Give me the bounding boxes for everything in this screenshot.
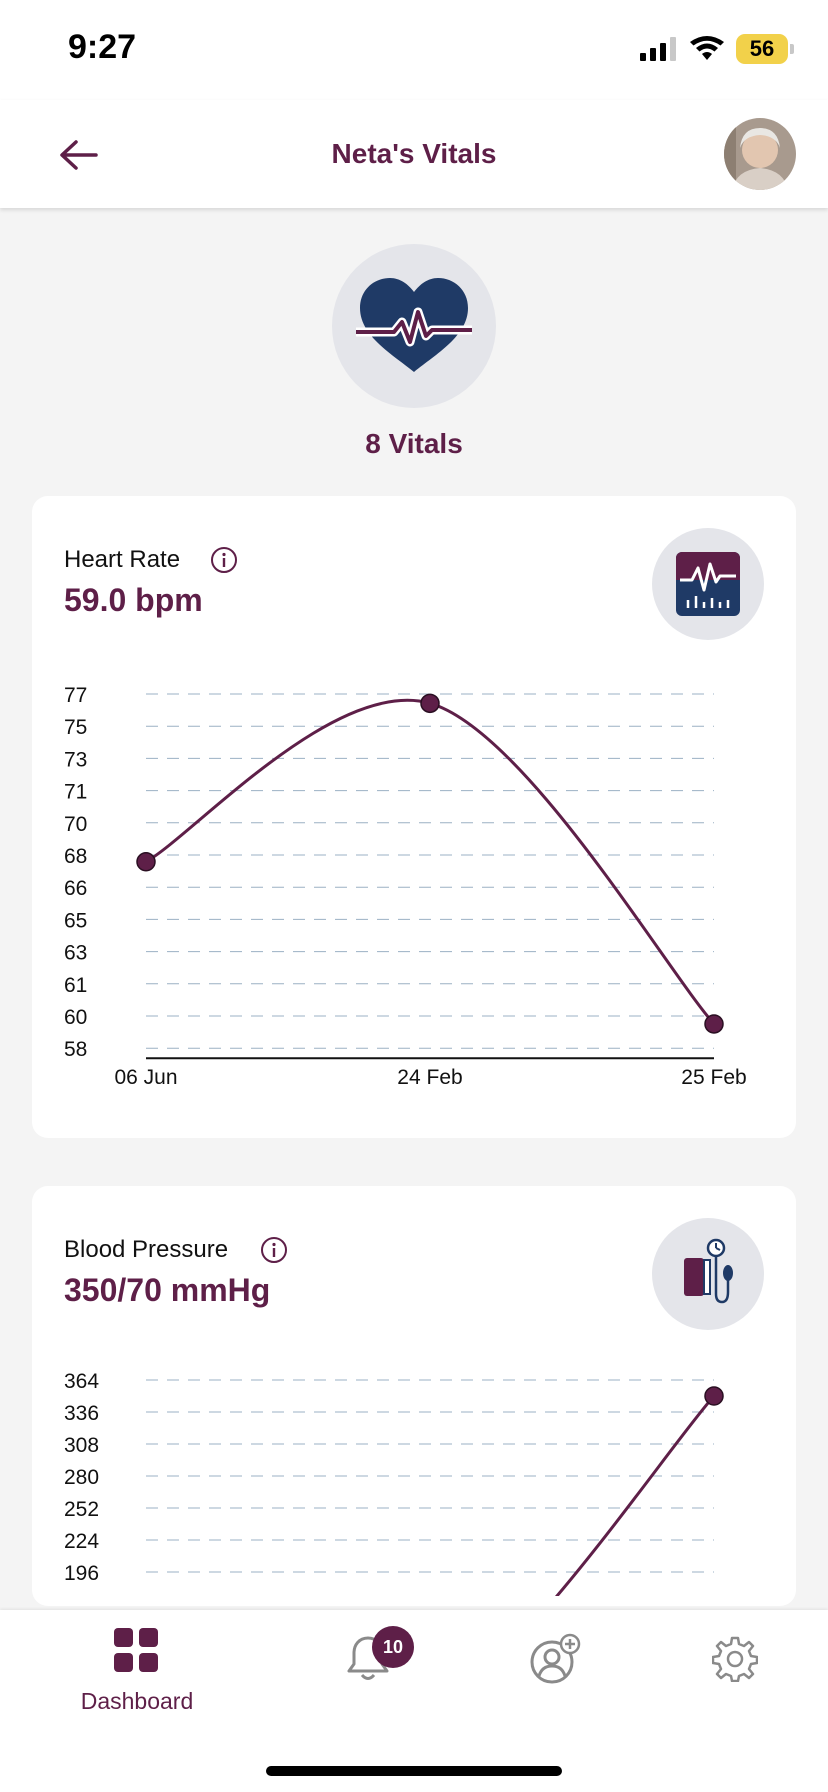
y-tick-label: 66 (64, 877, 87, 900)
heart-rate-title: Heart Rate (64, 546, 181, 573)
nav-notifications[interactable] (326, 1610, 436, 1730)
blood-pressure-value: 350/70 mmHg (64, 1272, 271, 1308)
y-tick-label: 70 (64, 813, 87, 836)
y-tick-label: 252 (64, 1498, 99, 1521)
y-tick-label: 336 (64, 1402, 99, 1425)
y-tick-label: 71 (64, 781, 87, 804)
blood-pressure-monitor-icon-container (652, 1218, 764, 1330)
heart-monitor-icon (676, 552, 740, 616)
add-user-icon (530, 1633, 581, 1684)
x-tick-label: 06 Jun (114, 1066, 177, 1089)
header-bar: Neta's Vitals (0, 100, 828, 208)
home-indicator (266, 1766, 562, 1776)
nav-dashboard-label: Dashboard (80, 1688, 194, 1714)
vitals-count-label: 8 Vitals (365, 428, 463, 459)
heart-monitor-icon-container (652, 528, 764, 640)
blood-pressure-monitor-icon (684, 1238, 733, 1304)
x-tick-label: 25 Feb (681, 1066, 746, 1089)
data-point[interactable] (136, 852, 156, 872)
series-line (554, 1395, 716, 1596)
y-tick-label: 224 (64, 1530, 99, 1553)
data-point[interactable] (704, 1014, 724, 1034)
y-tick-label: 280 (64, 1466, 99, 1489)
battery-level: 56 (736, 34, 788, 64)
heart-pulse-icon (356, 278, 472, 372)
notification-count-badge: 10 (372, 1626, 414, 1668)
blood-pressure-chart: 364 336 308 280 252 224 196 (64, 1370, 724, 1596)
y-tick-label: 58 (64, 1038, 87, 1061)
battery-indicator: 56 (736, 34, 794, 64)
data-point[interactable] (704, 1386, 724, 1406)
status-icons: 56 (640, 34, 794, 64)
heart-rate-value: 59.0 bpm (64, 582, 203, 618)
y-tick-label: 65 (64, 909, 87, 932)
y-tick-label: 364 (64, 1370, 99, 1393)
heart-rate-card[interactable]: Heart Rate 59.0 bpm 77 75 73 71 70 68 66 65 63 61… (32, 496, 796, 1138)
vitals-hero-icon-container (332, 244, 496, 408)
bottom-nav: Dashboard 10 (0, 1610, 828, 1792)
y-tick-label: 75 (64, 716, 87, 739)
dashboard-grid-icon (114, 1628, 158, 1672)
status-bar: 9:27 56 (0, 0, 828, 100)
y-tick-label: 61 (64, 974, 87, 997)
blood-pressure-title: Blood Pressure (64, 1236, 229, 1263)
y-tick-label: 68 (64, 845, 87, 868)
y-tick-label: 60 (64, 1006, 87, 1029)
info-icon[interactable] (210, 546, 238, 574)
blood-pressure-card[interactable]: Blood Pressure 350/70 mmHg 364 336 308 280 2… (32, 1186, 796, 1606)
data-point[interactable] (420, 693, 440, 714)
nav-dashboard[interactable]: Dashboard (32, 1610, 242, 1730)
status-time: 9:27 (68, 28, 137, 66)
gear-icon (712, 1636, 758, 1682)
y-tick-label: 73 (64, 748, 87, 771)
heart-rate-chart: 77 75 73 71 70 68 66 65 63 61 60 58 06 Jun 24 Feb 25 F… (64, 684, 747, 1089)
y-tick-label: 196 (64, 1562, 99, 1585)
avatar[interactable] (724, 118, 796, 190)
info-icon[interactable] (260, 1236, 288, 1264)
nav-settings[interactable] (700, 1610, 780, 1730)
series-line (145, 698, 716, 1025)
x-tick-label: 24 Feb (397, 1066, 462, 1089)
page-title: Neta's Vitals (331, 138, 497, 169)
y-tick-label: 308 (64, 1434, 99, 1457)
nav-add-profile[interactable] (520, 1610, 620, 1730)
wifi-icon (690, 36, 724, 60)
y-tick-label: 77 (64, 684, 87, 707)
back-arrow-icon[interactable] (56, 132, 102, 178)
y-tick-label: 63 (64, 942, 87, 965)
cellular-signal-icon (640, 37, 676, 61)
